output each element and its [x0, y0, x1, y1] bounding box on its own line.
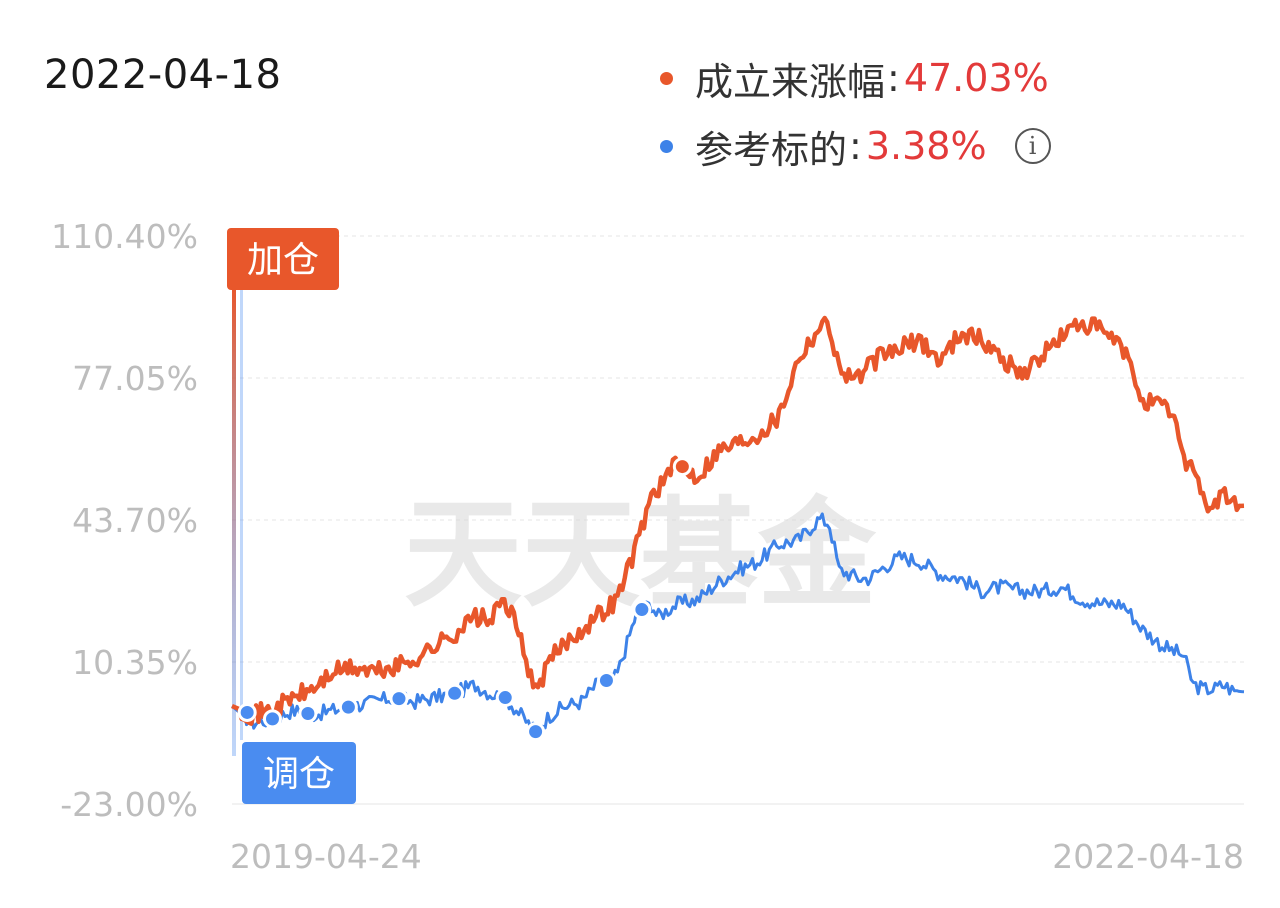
trade-marker-line: [232, 286, 243, 756]
info-icon[interactable]: i: [1014, 128, 1051, 164]
event-marker: [298, 704, 318, 724]
event-marker: [526, 722, 546, 742]
y-tick-label: 43.70%: [72, 501, 198, 540]
y-axis: 110.40% 77.05% 43.70% 10.35% -23.00%: [51, 217, 198, 824]
add-badge-label: 加仓: [247, 240, 319, 281]
y-tick-label: 110.40%: [51, 217, 198, 256]
x-tick-label: 2022-04-18: [1052, 837, 1244, 876]
legend-label: 成立来涨幅: [695, 59, 886, 104]
adjust-badge-label: 调仓: [263, 754, 335, 795]
adjust-position-badge: 调仓: [242, 742, 356, 804]
adjust-badge-bg: [242, 742, 356, 804]
event-markers: [237, 457, 692, 742]
event-marker: [495, 688, 515, 708]
y-tick-label: 77.05%: [72, 359, 198, 398]
series-line-fund: [231, 315, 1245, 726]
event-marker: [632, 600, 652, 620]
legend-label: 参考标的: [695, 127, 848, 172]
legend: 成立来涨幅 : 47.03% 参考标的 : 3.38% i: [660, 52, 1051, 188]
benchmark-dot-icon: [660, 139, 673, 153]
event-marker: [445, 683, 465, 703]
legend-value: 47.03%: [903, 56, 1049, 100]
add-position-badge: 加仓: [227, 228, 339, 290]
trade-line: [232, 286, 236, 756]
x-tick-label: 2019-04-24: [230, 837, 422, 876]
chart-date: 2022-04-18: [44, 52, 282, 98]
watermark: 天天基金: [404, 484, 877, 623]
trade-line-shadow: [240, 290, 243, 740]
x-axis: 2019-04-24 2022-04-18: [230, 837, 1244, 876]
event-marker: [672, 457, 692, 477]
legend-item-benchmark: 参考标的 : 3.38% i: [660, 120, 1051, 172]
y-tick-label: 10.35%: [72, 643, 198, 682]
legend-value: 3.38%: [865, 124, 987, 168]
y-tick-label: -23.00%: [60, 785, 198, 824]
legend-item-fund: 成立来涨幅 : 47.03%: [660, 52, 1051, 104]
event-marker: [596, 671, 616, 691]
add-badge-bg: [227, 228, 339, 290]
event-marker: [338, 697, 358, 717]
fund-dot-icon: [660, 71, 673, 85]
event-marker: [389, 689, 409, 709]
event-marker: [262, 709, 282, 729]
event-marker: [237, 702, 257, 722]
